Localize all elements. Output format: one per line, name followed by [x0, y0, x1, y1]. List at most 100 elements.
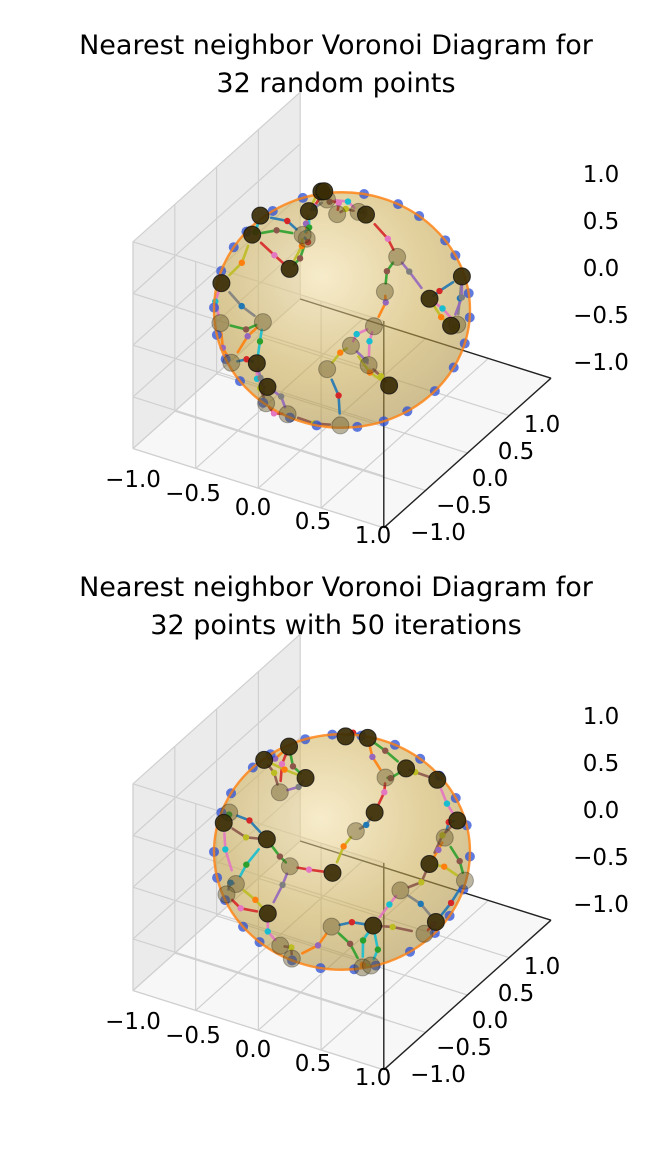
data-point — [341, 336, 360, 355]
data-points — [214, 727, 474, 977]
voronoi-vertex — [227, 879, 234, 886]
voronoi-vertex — [314, 942, 322, 949]
data-point — [270, 783, 289, 802]
data-point — [428, 770, 447, 789]
voronoi-vertex — [418, 879, 425, 886]
voronoi-vertex — [362, 356, 369, 364]
y-tick-label: −1.0 — [410, 520, 466, 546]
voronoi-vertex — [359, 961, 367, 969]
gridline — [132, 448, 384, 529]
voronoi-vertex — [252, 896, 259, 904]
voronoi-vertex — [353, 330, 360, 338]
voronoi-vertex — [222, 846, 229, 853]
voronoi-vertex — [264, 928, 271, 935]
data-point — [253, 313, 272, 332]
data-point — [426, 912, 445, 931]
z-tick-label: −1.0 — [573, 350, 629, 376]
z-tick-label: −0.5 — [573, 845, 629, 871]
voronoi-vertex — [243, 356, 250, 363]
data-point — [455, 871, 474, 890]
data-point — [251, 206, 270, 225]
data-point — [376, 768, 395, 787]
voronoi-vertex — [340, 843, 347, 850]
voronoi-vertex — [348, 918, 356, 926]
voronoi-vertex — [242, 834, 250, 841]
voronoi-vertex — [417, 900, 424, 908]
voronoi-vertices — [222, 729, 463, 969]
z-tick-label: 0.0 — [583, 798, 620, 824]
data-point — [353, 958, 372, 977]
voronoi-vertex — [387, 774, 394, 782]
voronoi-vertex — [386, 901, 393, 908]
data-point — [359, 356, 378, 375]
y-tick-label: −0.5 — [436, 493, 492, 519]
chart-title-line-1: Nearest neighbor Voronoi Diagram for — [79, 572, 594, 603]
data-point — [280, 857, 299, 876]
data-point — [328, 205, 347, 224]
voronoi-vertex — [435, 846, 442, 854]
sphere-surface — [214, 192, 470, 428]
data-point — [212, 274, 231, 293]
data-point — [296, 768, 315, 787]
z-tick-label: −0.5 — [573, 303, 629, 329]
data-point — [293, 225, 312, 244]
voronoi-vertex — [456, 857, 463, 865]
data-point — [452, 267, 471, 286]
voronoi-vertex — [288, 944, 295, 951]
data-point — [365, 803, 384, 822]
voronoi-vertex — [447, 899, 455, 907]
data-point — [217, 885, 236, 904]
gridline — [132, 91, 301, 243]
data-point — [361, 956, 380, 975]
voronoi-vertex — [257, 374, 264, 382]
voronoi-vertex — [363, 821, 370, 829]
data-point — [318, 360, 337, 379]
chart-title-line-1: Nearest neighbor Voronoi Diagram for — [79, 30, 594, 61]
voronoi-vertex — [305, 866, 313, 873]
voronoi-vertex — [284, 217, 291, 225]
data-point — [364, 916, 383, 935]
data-point — [322, 917, 341, 936]
voronoi-vertex — [295, 783, 302, 791]
voronoi-vertex — [242, 326, 250, 333]
data-point — [391, 881, 410, 900]
voronoi-vertex — [436, 287, 443, 295]
data-point — [315, 182, 334, 201]
voronoi-vertex — [389, 923, 396, 931]
z-tick-label: −1.0 — [573, 892, 629, 918]
data-point — [331, 416, 350, 435]
data-point — [258, 904, 277, 923]
voronoi-vertex — [382, 747, 389, 754]
data-point — [442, 316, 461, 335]
y-axis-line — [383, 919, 552, 1071]
axes-3d: −1.0−0.50.00.51.0 −1.0−0.50.00.51.0−1.0−0… — [105, 91, 629, 549]
z-tick-label: 0.5 — [583, 751, 620, 777]
voronoi-vertex — [237, 905, 244, 912]
data-point — [243, 225, 262, 244]
data-point — [364, 317, 383, 336]
data-point — [420, 854, 439, 873]
voronoi-vertex — [256, 338, 264, 345]
y-tick-label: −1.0 — [410, 1062, 466, 1088]
voronoi-vertex — [298, 242, 306, 250]
data-points — [211, 182, 471, 435]
voronoi-vertex — [273, 227, 280, 234]
chart-panel-random: Nearest neighbor Voronoi Diagram for 32 … — [79, 30, 629, 549]
voronoi-vertex — [440, 863, 448, 870]
voronoi-vertex — [246, 817, 253, 824]
data-point — [255, 750, 274, 769]
data-point — [336, 727, 355, 746]
voronoi-vertex — [279, 881, 286, 889]
voronoi-vertex — [383, 267, 391, 275]
data-point — [435, 828, 454, 847]
voronoi-vertex — [276, 853, 284, 860]
data-point — [297, 229, 316, 248]
y-tick-label: −0.5 — [436, 1035, 492, 1061]
voronoi-vertex — [305, 224, 313, 231]
voronoi-vertex — [458, 294, 466, 301]
voronoi-vertex — [366, 369, 374, 376]
voronoi-vertex — [344, 198, 352, 205]
voronoi-vertex — [443, 800, 451, 807]
chart-title-line-2: 32 points with 50 iterations — [150, 610, 521, 641]
voronoi-vertex — [359, 937, 367, 944]
